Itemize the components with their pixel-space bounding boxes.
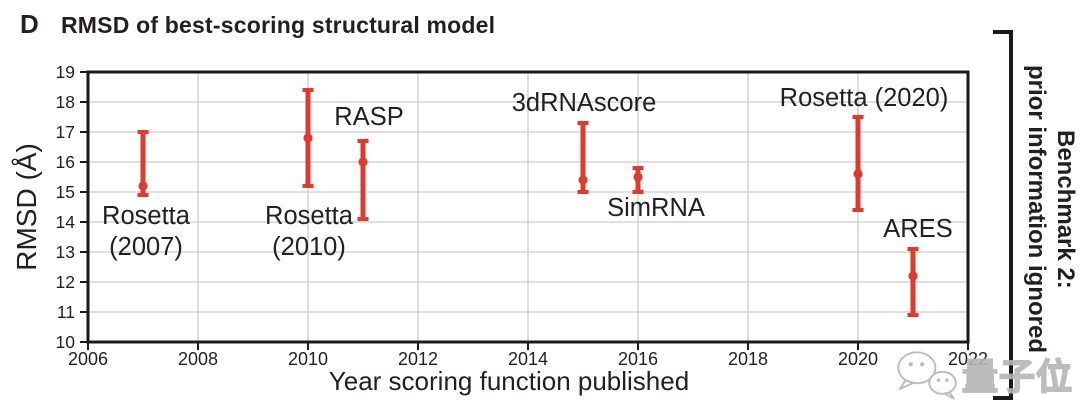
y-tick-label: 11 bbox=[57, 302, 75, 322]
x-tick-label: 2020 bbox=[838, 349, 878, 369]
x-axis-label: Year scoring function published bbox=[328, 366, 690, 396]
watermark-text: 量子位 bbox=[961, 355, 1073, 398]
data-point-simrna bbox=[633, 172, 643, 182]
y-tick-label: 10 bbox=[56, 332, 76, 352]
point-label-rasp: RASP bbox=[334, 103, 403, 131]
point-label-ares: ARES bbox=[883, 215, 952, 243]
benchmark-bracket bbox=[993, 30, 1013, 400]
x-tick-label: 2010 bbox=[288, 349, 328, 369]
point-label-rosetta-2007: (2007) bbox=[109, 233, 183, 261]
x-tick-label: 2006 bbox=[68, 349, 108, 369]
y-tick-label: 13 bbox=[56, 242, 75, 262]
data-point-rosetta-2007 bbox=[138, 181, 148, 191]
point-label-rosetta-2007: Rosetta bbox=[102, 202, 191, 230]
benchmark-side-annotation: Benchmark 2: prior information ignored bbox=[1014, 0, 1080, 418]
data-point-3drnascore bbox=[578, 175, 588, 185]
wechat-logo-icon bbox=[897, 351, 957, 400]
point-label-rosetta-2010: Rosetta bbox=[265, 202, 354, 230]
point-label-rosetta-2010: (2010) bbox=[272, 233, 346, 261]
x-tick-label: 2014 bbox=[508, 349, 548, 369]
data-point-rosetta-2010 bbox=[303, 133, 313, 143]
y-tick-label: 14 bbox=[56, 212, 76, 232]
y-tick-label: 18 bbox=[56, 92, 75, 112]
panel-letter: D bbox=[20, 9, 39, 39]
watermark: 量子位 bbox=[893, 342, 1073, 406]
x-tick-label: 2008 bbox=[178, 349, 218, 369]
x-tick-label: 2018 bbox=[728, 349, 768, 369]
y-tick-label: 17 bbox=[56, 122, 75, 142]
y-tick-label: 12 bbox=[56, 272, 75, 292]
data-point-rasp bbox=[358, 157, 368, 167]
x-tick-label: 2022 bbox=[948, 349, 988, 369]
x-tick-label: 2016 bbox=[618, 349, 658, 369]
y-tick-label: 16 bbox=[56, 152, 75, 172]
benchmark-annotation-line1: Benchmark 2: bbox=[1052, 129, 1079, 289]
point-label-rosetta-2020: Rosetta (2020) bbox=[780, 84, 949, 112]
data-point-rosetta-2020 bbox=[853, 169, 863, 179]
chart-title: RMSD of best-scoring structural model bbox=[61, 12, 496, 38]
x-tick-label: 2012 bbox=[398, 349, 438, 369]
data-point-ares bbox=[908, 271, 918, 281]
benchmark-annotation-line2: prior information ignored bbox=[1023, 65, 1050, 353]
y-tick-label: 15 bbox=[56, 182, 75, 202]
y-tick-label: 19 bbox=[56, 62, 75, 82]
point-label-3drnascore: 3dRNAscore bbox=[512, 89, 657, 117]
point-label-simrna: SimRNA bbox=[607, 194, 705, 222]
